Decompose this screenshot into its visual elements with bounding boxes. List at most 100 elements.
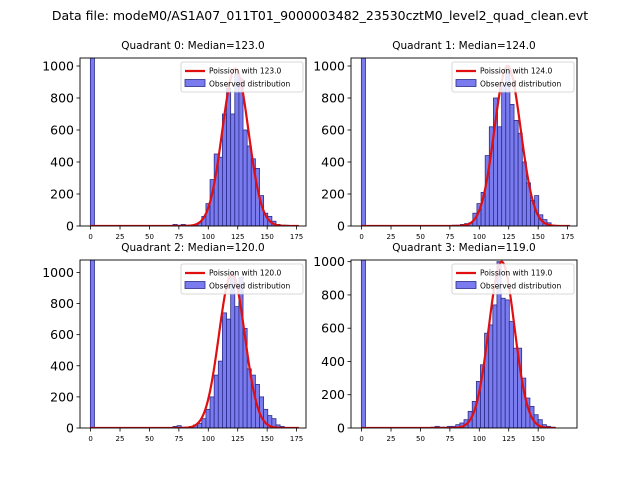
zero-bin-bar bbox=[89, 260, 95, 428]
poisson-curve bbox=[90, 67, 299, 226]
y-tick-label: 600 bbox=[50, 327, 74, 342]
x-tick-label: 0 bbox=[88, 435, 92, 443]
x-tick-label: 100 bbox=[473, 233, 486, 241]
x-tick-label: 75 bbox=[174, 435, 183, 443]
y-tick-label: 0 bbox=[337, 219, 345, 234]
histogram-bar bbox=[238, 78, 244, 226]
histogram-bar bbox=[217, 156, 223, 226]
quadrant-1-title: Quadrant 1: Median=124.0 bbox=[392, 40, 535, 52]
quadrant-2-title: Quadrant 2: Median=120.0 bbox=[121, 242, 264, 254]
legend-label-poisson: Poission with 119.0 bbox=[480, 269, 553, 278]
quadrant-2-chart: Quadrant 2: Median=120.0 0 25 50 75 100 125 150… bbox=[42, 242, 307, 443]
y-tick-label: 800 bbox=[321, 287, 345, 302]
legend-box bbox=[451, 61, 575, 93]
x-tick-label: 0 bbox=[359, 233, 363, 241]
histogram-bar bbox=[504, 299, 510, 428]
zero-bin-bar bbox=[89, 58, 95, 226]
histogram-bar bbox=[222, 312, 227, 428]
y-tick-label: 1000 bbox=[313, 59, 345, 74]
legend-bar-swatch bbox=[184, 281, 206, 289]
x-tick-label: 150 bbox=[260, 435, 273, 443]
legend-label-observed: Observed distribution bbox=[480, 282, 561, 291]
legend-bar-swatch bbox=[184, 79, 206, 87]
x-tick-label: 50 bbox=[416, 233, 425, 241]
histogram-bar bbox=[509, 104, 515, 226]
quadrant-3-plot-area bbox=[360, 260, 556, 428]
y-tick-label: 600 bbox=[321, 321, 345, 336]
legend-box bbox=[451, 263, 575, 295]
histogram-bar bbox=[217, 360, 223, 428]
x-tick-label: 125 bbox=[502, 233, 515, 241]
poisson-curve bbox=[90, 272, 299, 428]
y-tick-label: 0 bbox=[337, 421, 345, 436]
legend-box bbox=[180, 263, 304, 295]
legend-label-observed: Observed distribution bbox=[480, 80, 561, 89]
legend: Poission with 124.0 Observed distribution bbox=[451, 61, 575, 93]
histogram-bar bbox=[497, 126, 503, 226]
x-tick-label: 175 bbox=[290, 435, 303, 443]
x-tick-label: 175 bbox=[561, 233, 574, 241]
y-tick-label: 0 bbox=[66, 421, 74, 436]
histogram-bar bbox=[492, 304, 498, 428]
x-tick-label: 175 bbox=[290, 233, 303, 241]
x-tick-label: 25 bbox=[116, 233, 125, 241]
x-tick-label: 125 bbox=[502, 435, 515, 443]
histogram-bar bbox=[213, 374, 219, 428]
y-tick-label: 200 bbox=[50, 187, 74, 202]
x-tick-label: 125 bbox=[231, 233, 244, 241]
y-tick-label: 200 bbox=[50, 389, 74, 404]
y-tick-label: 0 bbox=[66, 219, 74, 234]
y-tick-label: 600 bbox=[321, 123, 345, 138]
histogram-bar bbox=[234, 306, 240, 428]
x-tick-label: 150 bbox=[260, 233, 273, 241]
zero-bin-bar bbox=[360, 58, 366, 226]
legend-box bbox=[180, 61, 304, 93]
histogram-bar bbox=[201, 418, 207, 428]
x-tick-label: 75 bbox=[445, 435, 454, 443]
x-tick-label: 100 bbox=[202, 233, 215, 241]
legend-bar-swatch bbox=[455, 79, 477, 87]
legend-label-poisson: Poission with 123.0 bbox=[209, 67, 282, 76]
figure-suptitle: Data file: modeM0/AS1A07_011T01_90000034… bbox=[52, 8, 588, 23]
x-tick-label: 150 bbox=[531, 233, 544, 241]
histogram-bar bbox=[513, 347, 518, 428]
legend-bar-swatch bbox=[455, 281, 477, 289]
histogram-bar bbox=[209, 396, 215, 428]
legend: Poission with 119.0 Observed distribution bbox=[451, 263, 575, 295]
legend-label-poisson: Poission with 124.0 bbox=[480, 67, 553, 76]
zero-bin-bar bbox=[360, 260, 366, 428]
legend-label-observed: Observed distribution bbox=[209, 80, 290, 89]
y-tick-label: 1000 bbox=[42, 265, 74, 280]
legend-label-observed: Observed distribution bbox=[209, 282, 290, 291]
x-tick-label: 75 bbox=[174, 233, 183, 241]
x-tick-label: 125 bbox=[231, 435, 244, 443]
y-tick-label: 200 bbox=[321, 187, 345, 202]
histogram-bar bbox=[242, 129, 248, 226]
axes-frame bbox=[350, 259, 578, 429]
y-tick-label: 800 bbox=[50, 296, 74, 311]
histogram-bar bbox=[501, 84, 507, 226]
y-tick-label: 400 bbox=[321, 354, 345, 369]
x-tick-label: 50 bbox=[145, 233, 154, 241]
histogram-bar bbox=[488, 324, 494, 428]
histogram-bar bbox=[234, 73, 240, 226]
axes-frame bbox=[79, 57, 307, 227]
y-tick-label: 800 bbox=[50, 91, 74, 106]
x-tick-label: 50 bbox=[416, 435, 425, 443]
quadrant-0-title: Quadrant 0: Median=123.0 bbox=[121, 40, 264, 52]
x-tick-label: 100 bbox=[473, 435, 486, 443]
histogram-bar bbox=[205, 408, 211, 428]
quadrant-3-title: Quadrant 3: Median=119.0 bbox=[392, 242, 535, 254]
y-tick-label: 400 bbox=[321, 155, 345, 170]
legend-label-poisson: Poission with 120.0 bbox=[209, 269, 282, 278]
y-tick-label: 1000 bbox=[42, 59, 74, 74]
x-tick-label: 0 bbox=[359, 435, 363, 443]
x-tick-label: 0 bbox=[88, 233, 92, 241]
histogram-bar bbox=[513, 120, 519, 226]
histogram-bar bbox=[517, 132, 523, 226]
x-tick-label: 25 bbox=[387, 435, 396, 443]
histogram-bar bbox=[226, 318, 232, 428]
histogram-bar bbox=[500, 297, 506, 428]
legend: Poission with 120.0 Observed distribution bbox=[180, 263, 304, 295]
